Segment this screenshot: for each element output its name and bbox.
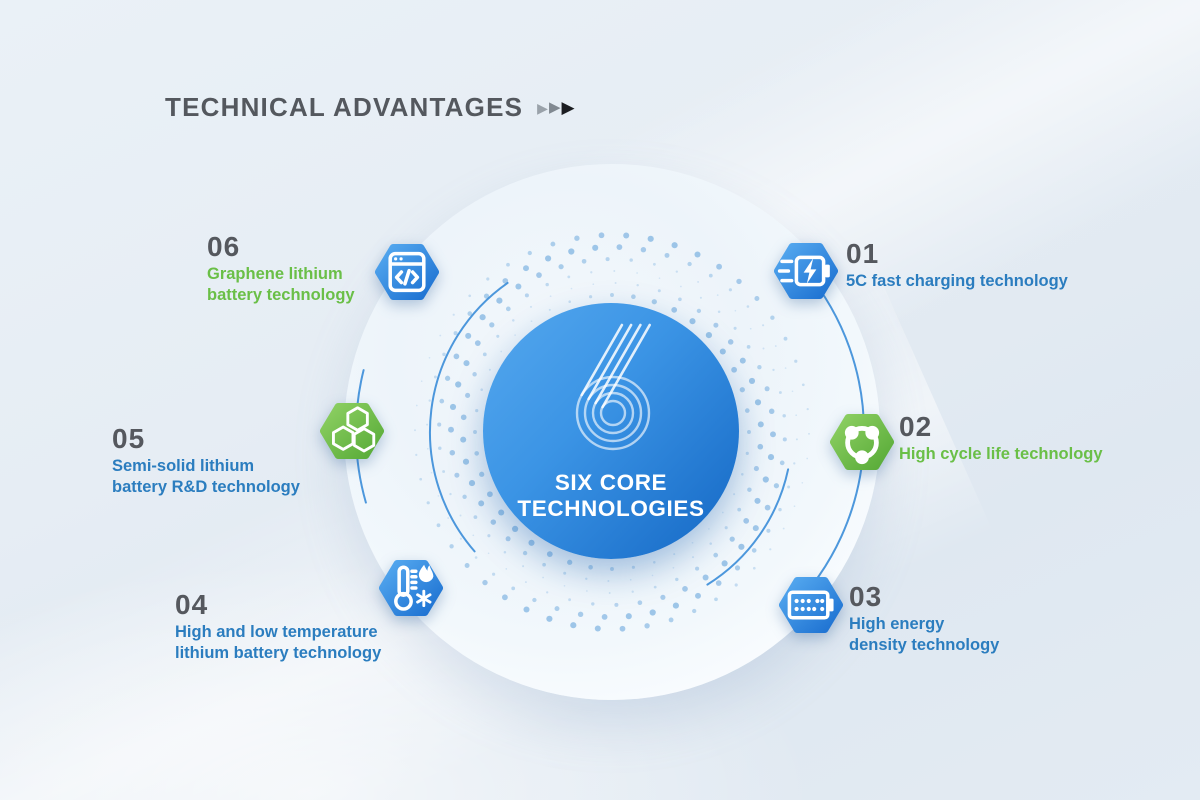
item-05-label-line2: battery R&D technology	[112, 478, 300, 496]
item-02: 02 High cycle life technology	[899, 412, 1103, 465]
item-03-label-line1: High energy	[849, 615, 945, 633]
item-04-number: 04	[175, 589, 209, 620]
item-06-label-line2: battery technology	[207, 286, 355, 304]
arrow-icon: ▶	[537, 99, 548, 116]
item-05: 05 Semi-solid lithium battery R&D techno…	[112, 424, 300, 498]
title-text: TECHNICAL ADVANTAGES	[165, 92, 524, 122]
title-arrow-icons: ▶ ▶ ▶	[537, 99, 574, 116]
item-04: 04 High and low temperature lithium batt…	[175, 590, 381, 664]
molecule-hexagons-icon	[320, 403, 384, 459]
cycle-life-arrows-icon	[830, 414, 894, 470]
six-core-badge: SIX CORE TECHNOLOGIES	[483, 303, 739, 559]
fast-charging-battery-icon	[774, 243, 838, 299]
item-02-badge	[830, 410, 894, 474]
item-03: 03 High energy density technology	[849, 582, 999, 656]
item-05-badge	[320, 399, 384, 463]
arrow-icon: ▶	[548, 99, 561, 116]
item-02-label: High cycle life technology	[899, 445, 1103, 463]
page-title: TECHNICAL ADVANTAGES ▶ ▶ ▶	[165, 92, 575, 123]
item-02-number: 02	[899, 411, 933, 442]
core-badge-label: SIX CORE TECHNOLOGIES	[483, 470, 739, 522]
energy-density-battery-icon	[779, 577, 843, 633]
item-06-badge	[375, 240, 439, 304]
high-low-temperature-icon	[379, 560, 443, 616]
item-03-label-line2: density technology	[849, 636, 1000, 654]
item-06-label-line1: Graphene lithium	[207, 265, 343, 283]
item-04-badge	[379, 556, 443, 620]
numeral-6-logo	[575, 323, 652, 451]
item-03-badge	[779, 573, 843, 637]
item-01-label: 5C fast charging technology	[846, 272, 1068, 290]
item-06-number: 06	[207, 231, 241, 262]
item-05-label-line1: Semi-solid lithium	[112, 457, 255, 475]
core-label-line1: SIX CORE	[554, 470, 668, 495]
item-05-number: 05	[112, 423, 146, 454]
item-01-badge	[774, 239, 838, 303]
item-01: 01 5C fast charging technology	[846, 239, 1068, 292]
core-label-line2: TECHNOLOGIES	[517, 496, 705, 521]
hexagon-molecules	[331, 406, 376, 453]
item-06: 06 Graphene lithium battery technology	[207, 232, 355, 306]
arrow-icon: ▶	[561, 98, 575, 117]
item-04-label-line1: High and low temperature	[175, 623, 378, 641]
code-window-icon	[375, 244, 439, 300]
item-04-label-line2: lithium battery technology	[175, 644, 382, 662]
item-01-number: 01	[846, 238, 880, 269]
item-03-number: 03	[849, 581, 883, 612]
